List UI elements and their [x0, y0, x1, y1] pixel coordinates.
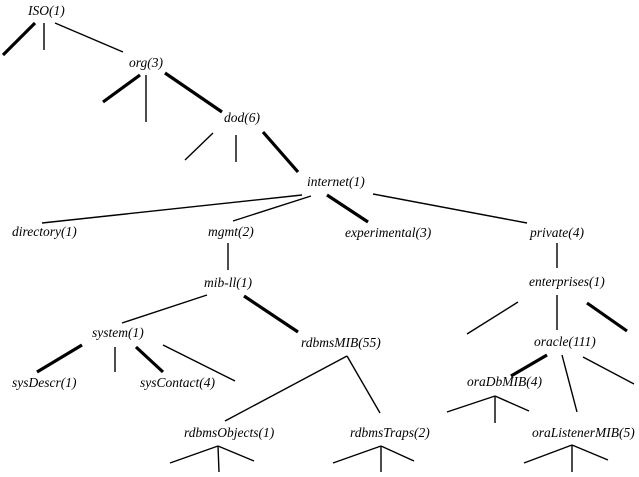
edge-iso-org: [54, 22, 124, 53]
node-label-internet: internet(1): [307, 174, 365, 189]
edge-mib-ll-system: [121, 294, 208, 324]
edge-dod-internet: [261, 130, 300, 174]
edge-internet-mgmt: [232, 195, 312, 222]
node-label-system: system(1): [92, 325, 144, 340]
edge-internet-private: [372, 193, 528, 224]
edge-rdbmsObjects-fan-right: [217, 445, 255, 462]
edge-internet-directory: [41, 194, 303, 224]
node-label-rdbmsObjects: rdbmsObjects(1): [184, 425, 275, 440]
edge-oracle-oraDbMIB: [510, 353, 548, 378]
edge-mib-ll-rdbmsMIB: [243, 294, 299, 334]
edge-oraDbMIB-fan-right: [494, 395, 530, 412]
node-label-experimental: experimental(3): [345, 225, 432, 240]
node-label-oraListenerMIB: oraListenerMIB(5): [532, 425, 635, 440]
edge-rdbmsObjects-fan-mid: [217, 445, 220, 473]
edge-dod-stub-left: [184, 132, 214, 161]
node-label-dod: dod(6): [224, 110, 260, 125]
node-label-sysDescr: sysDescr(1): [12, 375, 77, 390]
edge-enterprises-stub-left: [466, 301, 519, 335]
edge-oraListenerMIB-fan-right: [571, 444, 609, 461]
edge-rdbmsObjects-fan-left: [169, 445, 219, 464]
edge-rdbmsMIB-rdbmsTraps: [346, 355, 381, 414]
edge-system-stub-right: [162, 344, 236, 382]
edge-oraDbMIB-fan-left: [446, 395, 496, 413]
node-label-oracle: oracle(111): [534, 334, 596, 349]
edge-org-stub-left: [102, 73, 141, 104]
edge-oracle-oraListenerMIB: [561, 354, 578, 413]
node-label-oraDbMIB: oraDbMIB(4): [467, 374, 542, 389]
node-label-rdbmsTraps: rdbmsTraps(2): [350, 425, 430, 440]
edge-rdbmsTraps-fan-left: [332, 445, 382, 464]
node-label-org: org(3): [129, 55, 163, 70]
node-label-mib-ll: mib-ll(1): [204, 275, 252, 290]
edge-enterprises-stub-right: [586, 301, 628, 333]
edge-iso-stub-left: [1, 21, 37, 57]
edge-rdbmsTraps-fan-right: [380, 445, 415, 462]
node-label-directory: directory(1): [12, 224, 77, 239]
edge-internet-experimental: [326, 193, 369, 224]
edge-system-sysContact: [134, 345, 165, 374]
node-label-enterprises: enterprises(1): [529, 274, 605, 289]
node-label-rdbmsMIB: rdbmsMIB(55): [301, 335, 381, 350]
edge-rdbmsMIB-rdbmsObjects: [224, 355, 348, 422]
edge-oraListenerMIB-fan-left: [523, 444, 573, 464]
node-label-mgmt: mgmt(2): [208, 224, 254, 239]
node-label-iso: ISO(1): [28, 3, 65, 18]
node-label-private: private(4): [530, 225, 584, 240]
edge-system-sysDescr: [36, 343, 83, 374]
edge-org-dod: [164, 71, 223, 114]
node-label-sysContact: sysContact(4): [140, 375, 215, 390]
edge-oracle-stub-right: [582, 356, 635, 385]
